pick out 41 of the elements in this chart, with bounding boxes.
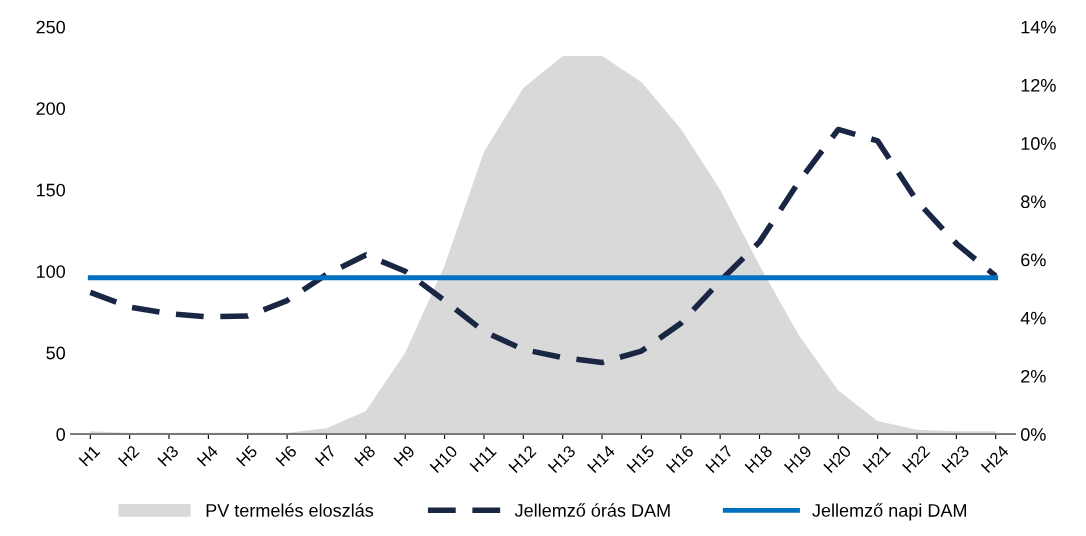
x-tick-label: H11 bbox=[469, 444, 497, 473]
x-tick-label: H21 bbox=[862, 444, 891, 474]
y-tick-label: 200 bbox=[36, 102, 66, 115]
x-tick-label: H15 bbox=[626, 444, 655, 474]
y2-tick-label: 2% bbox=[1021, 369, 1046, 383]
x-tick-label: H8 bbox=[354, 444, 377, 467]
legend-label: Jellemző napi DAM bbox=[812, 503, 966, 521]
y-tick-label: 150 bbox=[36, 183, 66, 197]
x-tick-label: H12 bbox=[508, 444, 537, 474]
y-tick-label: 50 bbox=[46, 346, 66, 360]
y2-tick-label: 4% bbox=[1020, 311, 1046, 325]
x-tick-label: H9 bbox=[393, 444, 416, 467]
legend-label: PV termelés eloszlás bbox=[206, 503, 374, 517]
y2-tick-label: 10% bbox=[1021, 137, 1056, 150]
x-tick-label: H20 bbox=[823, 444, 852, 474]
y2-tick-label: 14% bbox=[1021, 20, 1056, 34]
x-tick-label: H2 bbox=[117, 444, 140, 467]
y-tick-label: 100 bbox=[36, 265, 66, 278]
x-tick-label: H10 bbox=[429, 444, 459, 474]
x-tick-label: H18 bbox=[744, 444, 773, 474]
y2-tick-label: 12% bbox=[1021, 78, 1056, 92]
x-tick-label: H24 bbox=[980, 444, 1010, 474]
x-tick-label: H3 bbox=[157, 444, 180, 467]
x-tick-label: H1 bbox=[78, 444, 101, 467]
x-tick-label: H22 bbox=[901, 444, 931, 474]
y2-tick-label: 0% bbox=[1020, 428, 1046, 441]
x-tick-label: H6 bbox=[275, 444, 298, 467]
y2-tick-label: 6% bbox=[1021, 253, 1046, 267]
x-tick-label: H23 bbox=[941, 444, 970, 474]
x-tick-label: H13 bbox=[547, 444, 577, 474]
x-tick-label: H4 bbox=[196, 444, 219, 467]
x-tick-label: H7 bbox=[314, 444, 337, 467]
x-tick-label: H14 bbox=[587, 444, 616, 474]
x-tick-label: H5 bbox=[236, 444, 258, 467]
y2-tick-label: 8% bbox=[1021, 195, 1046, 209]
y-tick-label: 250 bbox=[36, 20, 66, 34]
x-tick-label: H19 bbox=[783, 444, 813, 474]
x-tick-label: H16 bbox=[665, 444, 695, 474]
y-tick-label: 0 bbox=[56, 428, 66, 441]
x-tick-label: H17 bbox=[705, 444, 734, 474]
legend-label: Jellemző órás DAM bbox=[514, 503, 670, 517]
